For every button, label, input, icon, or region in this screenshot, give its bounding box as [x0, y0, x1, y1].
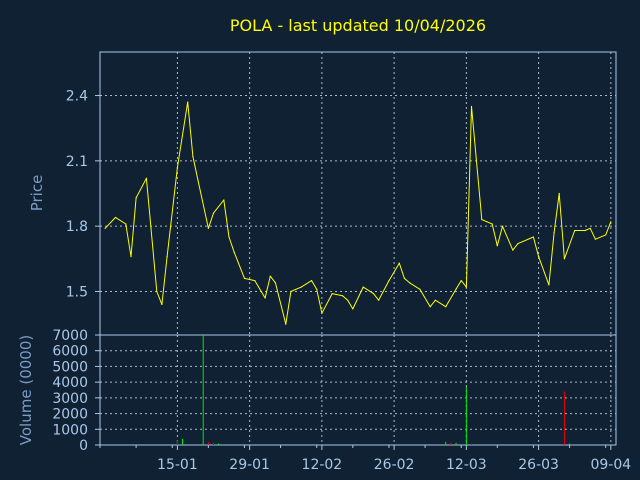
price-point: [192, 155, 194, 158]
price-point: [212, 212, 215, 214]
price-point: [269, 275, 271, 277]
price-point: [563, 258, 566, 260]
volume-tick-label: 7000: [52, 328, 88, 344]
x-tick-label: 09-04: [590, 457, 631, 473]
volume-bars: [176, 335, 571, 445]
price-point: [512, 249, 514, 251]
price-point: [409, 282, 411, 284]
price-point: [403, 277, 406, 279]
volume-tick-label: 3000: [52, 391, 88, 407]
price-point: [197, 179, 199, 182]
x-tick-label: 29-01: [229, 457, 270, 473]
price-y-ticks: 1.5 1.8 2.1 2.4: [66, 89, 100, 300]
price-point: [486, 221, 488, 223]
price-point: [445, 306, 447, 308]
volume-tick-label: 5000: [52, 359, 88, 375]
price-point: [145, 177, 148, 179]
price-point: [362, 286, 364, 288]
price-point: [161, 303, 163, 306]
price-tick-label: 2.4: [66, 89, 88, 105]
price-line-series: [104, 101, 612, 325]
price-point: [156, 290, 158, 293]
price-point: [130, 256, 132, 258]
price-point: [310, 279, 313, 282]
price-point: [594, 238, 596, 240]
price-point: [388, 279, 390, 282]
price-point: [429, 306, 431, 308]
price-point: [532, 236, 535, 238]
volume-tick-label: 6000: [52, 344, 88, 360]
price-point: [166, 256, 168, 258]
price-tick-label: 1.5: [66, 284, 88, 300]
price-point: [465, 286, 467, 288]
price-point: [341, 295, 344, 297]
price-point: [135, 197, 137, 199]
price-point: [419, 288, 421, 290]
x-tick-label: 26-02: [374, 457, 415, 473]
volume-tick-label: 4000: [52, 375, 88, 391]
volume-tick-label: 2000: [52, 407, 88, 423]
price-point: [176, 166, 178, 168]
volume-gridlines: [100, 335, 616, 445]
price-point: [398, 262, 400, 264]
price-point: [285, 323, 287, 325]
price-point: [347, 299, 349, 301]
price-point: [460, 279, 462, 282]
price-point: [455, 288, 457, 290]
price-point: [316, 288, 318, 290]
price-point: [274, 282, 277, 284]
price-point: [114, 216, 117, 219]
price-point: [491, 223, 493, 225]
volume-axis-label: Volume (0000): [17, 335, 35, 445]
price-tick-label: 2.1: [66, 154, 88, 170]
price-point: [372, 293, 375, 295]
price-point: [501, 225, 504, 227]
price-point: [331, 293, 333, 295]
price-point: [548, 284, 550, 286]
price-point: [610, 221, 612, 223]
price-point: [584, 229, 586, 232]
price-point: [187, 101, 189, 103]
price-point: [352, 308, 354, 310]
price-point: [207, 227, 209, 229]
price-point: [553, 232, 555, 234]
volume-panel-frame: [99, 334, 617, 446]
price-point: [264, 297, 266, 299]
price-point: [378, 299, 380, 301]
price-point: [481, 219, 483, 221]
price-point: [300, 286, 302, 288]
price-point: [605, 234, 607, 236]
price-axis-label: Price: [28, 175, 46, 212]
price-point: [223, 199, 225, 201]
x-tick-label: 15-01: [157, 457, 198, 473]
price-point: [104, 227, 106, 229]
x-axis-ticks: 15-01 29-01 12-02 26-02 12-03 26-03 09-04: [99, 445, 631, 473]
price-gridlines: [100, 52, 616, 335]
price-point: [125, 223, 127, 225]
volume-tick-label: 0: [79, 438, 88, 454]
x-tick-label: 26-03: [518, 457, 559, 473]
price-point: [434, 299, 436, 301]
price-point: [290, 290, 292, 293]
price-point: [538, 256, 540, 258]
price-point: [321, 312, 323, 314]
x-tick-label: 12-03: [446, 457, 487, 473]
price-point: [254, 279, 256, 282]
x-tick-label: 12-02: [302, 457, 343, 473]
price-point: [496, 245, 498, 247]
price-point: [233, 251, 235, 253]
price-tick-label: 1.8: [66, 219, 88, 235]
price-point: [517, 242, 519, 245]
price-point: [558, 192, 560, 195]
chart-title: POLA - last updated 10/04/2026: [230, 16, 486, 35]
price-point: [470, 105, 473, 108]
price-point: [574, 229, 576, 232]
volume-tick-label: 1000: [52, 422, 88, 438]
price-point: [228, 236, 230, 238]
price-point: [243, 277, 246, 279]
price-point: [589, 227, 591, 229]
